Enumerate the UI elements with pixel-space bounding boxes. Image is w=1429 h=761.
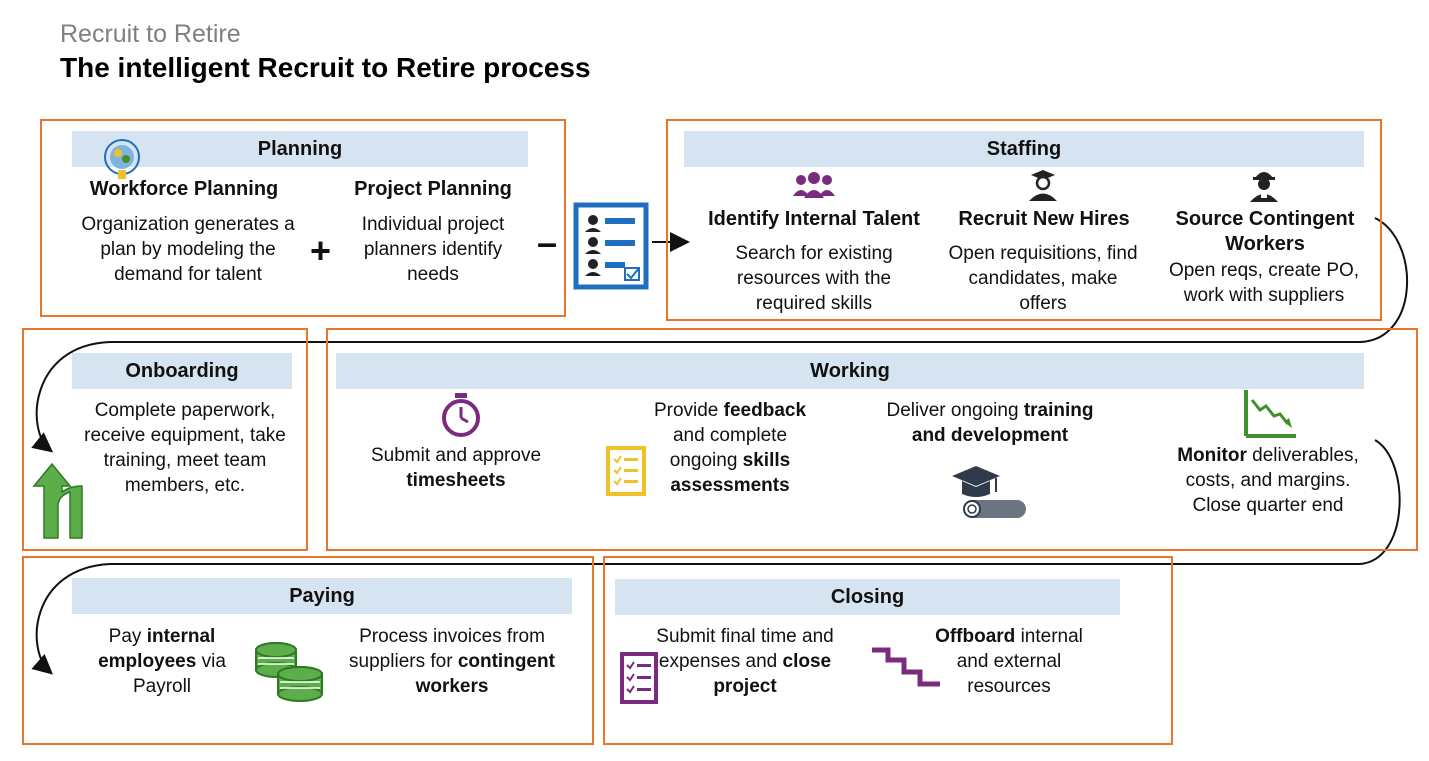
planning-box (40, 119, 566, 317)
page-title: The intelligent Recruit to Retire proces… (60, 52, 591, 83)
descending-steps-icon (870, 646, 942, 688)
close-project-bold: close project (713, 651, 832, 697)
worker-hardhat-icon (1248, 166, 1280, 202)
training-bold: training and development (911, 400, 1094, 446)
checklist-icon (606, 446, 646, 496)
graduate-person-icon (1026, 168, 1060, 202)
identify-internal-talent-heading: Identify Internal Talent (708, 208, 920, 230)
recruit-new-hires-heading: Recruit New Hires (958, 208, 1130, 230)
timesheets-bold: timesheets (406, 470, 506, 491)
timesheets-pre: Submit and approve (370, 445, 542, 466)
onboarding-box (22, 328, 308, 551)
coin-stacks-icon (252, 640, 326, 702)
monitor-post: deliverables, costs, and margins. Close … (1185, 445, 1359, 516)
merge-arrow-icon (30, 462, 84, 540)
submit-final-text: Submit final time and expenses and close… (640, 624, 850, 699)
paying-band: Paying (72, 578, 572, 614)
contingent-workers-bold: contingent workers (415, 651, 555, 697)
recruit-new-hires-text: Open requisitions, find candidates, make… (948, 243, 1138, 314)
offboard-bold: Offboard (935, 626, 1016, 647)
process-invoices-text: Process invoices from suppliers for cont… (348, 624, 556, 699)
checklist-icon (620, 652, 658, 704)
project-planning-heading: Project Planning (354, 178, 512, 200)
downtrend-chart-icon (1242, 388, 1298, 440)
source-contingent-workers-heading: Source Contingent Workers (1175, 208, 1355, 255)
workforce-planning-heading: Workforce Planning (89, 178, 279, 200)
stopwatch-icon (440, 392, 482, 438)
planning-band: Planning (72, 131, 528, 167)
offboard-text: Offboard internal and external resources (918, 624, 1100, 699)
identify-internal-talent-text: Search for existing resources with the r… (735, 243, 893, 314)
training-text: Deliver ongoing training and development (868, 398, 1112, 448)
pay-internal-post: via Payroll (132, 651, 226, 697)
feedback-bold: feedback (723, 400, 807, 421)
offboard-post: internal and external resources (956, 626, 1083, 697)
page-subtitle: Recruit to Retire (60, 20, 241, 48)
closing-box (603, 556, 1173, 745)
monitor-text: Monitor deliverables, costs, and margins… (1162, 443, 1374, 518)
skills-assessments-bold: skills assessments (670, 450, 791, 496)
submit-final-pre: Submit final time and expenses and (656, 626, 834, 672)
feedback-mid: and complete ongoing (669, 425, 788, 471)
workforce-planning-text: Organization generates a plan by modelin… (81, 214, 295, 285)
working-band: Working (336, 353, 1364, 389)
pay-internal-text: Pay internal employees via Payroll (86, 624, 238, 699)
training-pre: Deliver ongoing (886, 400, 1019, 421)
plus-sign: + (310, 230, 332, 271)
candidate-checklist-icon (573, 202, 649, 290)
pay-internal-bold: internal employees (98, 626, 216, 672)
project-planning-text: Individual project planners identify nee… (361, 214, 505, 285)
closing-band: Closing (615, 579, 1120, 615)
minus-sign: – (537, 222, 558, 263)
onboarding-band: Onboarding (72, 353, 292, 389)
pay-internal-pre: Pay (108, 626, 142, 647)
source-contingent-workers-text: Open reqs, create PO, work with supplier… (1168, 260, 1360, 306)
group-people-icon (792, 172, 836, 200)
arrow-to-paying (31, 439, 1401, 675)
monitor-bold: Monitor (1177, 445, 1247, 466)
feedback-text: Provide feedback and complete ongoing sk… (640, 398, 820, 498)
feedback-pre: Provide (653, 400, 719, 421)
arrow-to-onboarding (31, 217, 1409, 453)
onboarding-text: Complete paperwork, receive equipment, t… (84, 400, 286, 496)
working-box (326, 328, 1418, 551)
paying-box (22, 556, 594, 745)
process-invoices-pre: Process invoices from suppliers for (349, 626, 545, 672)
staffing-box (666, 119, 1382, 321)
staffing-band: Staffing (684, 131, 1364, 167)
head-gears-icon (100, 137, 144, 181)
timesheets-text: Submit and approve timesheets (354, 443, 558, 493)
graduation-cap-diploma-icon (950, 462, 1030, 524)
